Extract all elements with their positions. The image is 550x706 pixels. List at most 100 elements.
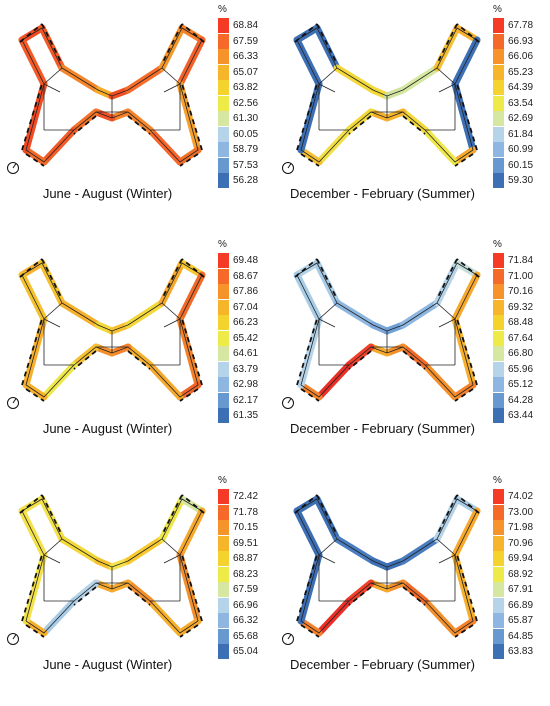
legend-unit: % <box>218 239 227 250</box>
legend-entry: 65.87 <box>493 613 549 628</box>
legend-value: 61.35 <box>233 410 259 421</box>
legend-swatch <box>493 330 504 346</box>
exterior-surface <box>127 350 151 370</box>
exterior-surface <box>25 388 45 402</box>
legend-swatch <box>493 80 504 95</box>
building-outline <box>296 498 478 634</box>
legend-swatch <box>493 33 504 49</box>
legend-entry: 65.23 <box>493 64 549 80</box>
exterior-surface <box>161 258 183 300</box>
legend-entry: 66.93 <box>493 33 549 49</box>
exterior-surface <box>127 586 151 606</box>
legend-entry: 71.00 <box>493 268 549 284</box>
exterior-surface <box>181 23 205 43</box>
legend-entry: 67.86 <box>218 284 274 299</box>
legend-swatch <box>218 95 229 111</box>
legend-value: 62.98 <box>233 379 259 390</box>
legend-entry: 66.06 <box>493 49 549 64</box>
legend-value: 67.86 <box>233 286 259 297</box>
building-outline <box>296 27 478 163</box>
legend-value: 74.02 <box>508 491 534 502</box>
exterior-surface <box>294 23 318 43</box>
interior-wall <box>43 554 61 564</box>
legend-value: 63.79 <box>233 363 259 375</box>
compass-icon <box>282 162 294 174</box>
exterior-surface <box>456 258 480 278</box>
exterior-surface <box>73 350 97 370</box>
legend-value: 68.84 <box>233 20 259 31</box>
legend-entry: 63.83 <box>493 644 549 659</box>
interior-wall <box>438 83 456 93</box>
legend-entry: 67.78 <box>493 18 549 33</box>
legend-value: 66.23 <box>233 317 259 328</box>
legend-entry: 65.12 <box>493 377 549 392</box>
legend-swatch <box>493 644 504 659</box>
legend-entry: 68.87 <box>218 551 274 566</box>
exterior-surface <box>73 586 97 606</box>
legend-entry: 65.04 <box>218 644 274 659</box>
building-outline <box>296 262 478 398</box>
interior-wall <box>318 318 336 328</box>
legend-swatch <box>493 284 504 299</box>
legend-entry: 65.96 <box>493 361 549 377</box>
building-floorplan <box>282 494 481 645</box>
exterior-surface <box>348 586 372 606</box>
legend-swatch <box>493 582 504 597</box>
legend-value: 70.16 <box>508 286 534 297</box>
legend-entry: 63.79 <box>218 361 274 377</box>
legend-swatch <box>218 299 229 315</box>
legend-swatch <box>218 597 229 613</box>
legend-unit: % <box>218 475 227 486</box>
legend-value: 62.69 <box>508 113 534 124</box>
interior-wall <box>43 302 63 320</box>
exterior-surface <box>300 388 320 402</box>
legend-entry: 65.07 <box>218 64 274 80</box>
legend-swatch <box>493 157 504 173</box>
exterior-surface <box>436 258 458 300</box>
exterior-surface <box>456 554 478 622</box>
exterior-surface <box>181 494 205 514</box>
exterior-surface <box>181 318 203 386</box>
legend-swatch <box>493 18 504 33</box>
legend-value: 70.96 <box>508 537 534 549</box>
legend-entry: 61.35 <box>218 408 274 423</box>
legend-swatch <box>493 268 504 284</box>
legend-entry: 67.59 <box>218 582 274 597</box>
legend-swatch <box>218 535 229 551</box>
legend-swatch <box>218 268 229 284</box>
exterior-surface <box>456 23 480 43</box>
interior-wall <box>163 554 181 564</box>
legend-value: 68.48 <box>508 317 534 328</box>
legend-entry: 66.96 <box>218 597 274 613</box>
building-floorplan <box>282 23 481 174</box>
legend-swatch <box>218 346 229 361</box>
exterior-surface <box>436 494 458 536</box>
legend-unit: % <box>218 4 227 15</box>
panel-caption: December - February (Summer) <box>290 657 475 672</box>
map-panel: % 69.48 68.67 67.86 67.04 66.23 65.42 64.61 63.7… <box>0 235 275 470</box>
legend-swatch <box>493 173 504 188</box>
legend-entry: 73.00 <box>493 504 549 520</box>
legend-value: 71.00 <box>508 270 534 282</box>
exterior-surface <box>21 83 43 151</box>
map-panel: % 68.84 67.59 66.33 65.07 63.82 62.56 61.30 60.0… <box>0 0 275 235</box>
legend-swatch <box>218 111 229 126</box>
legend-value: 67.91 <box>508 584 534 595</box>
legend-swatch <box>218 315 229 330</box>
exterior-surface <box>41 258 63 300</box>
legend-entry: 59.30 <box>493 173 549 188</box>
compass-icon <box>7 162 19 174</box>
legend-swatch <box>218 330 229 346</box>
exterior-surface <box>19 23 43 43</box>
legend-entry: 69.94 <box>493 551 549 566</box>
interior-wall <box>161 302 181 320</box>
legend-entry: 71.78 <box>218 504 274 520</box>
legend-swatch <box>218 644 229 659</box>
legend-value: 72.42 <box>233 491 259 502</box>
exterior-surface <box>296 554 318 622</box>
legend-value: 65.12 <box>508 379 534 390</box>
legend-value: 66.89 <box>508 599 534 611</box>
exterior-surface <box>456 494 480 514</box>
legend-swatch <box>218 173 229 188</box>
legend-entry: 66.80 <box>493 346 549 361</box>
